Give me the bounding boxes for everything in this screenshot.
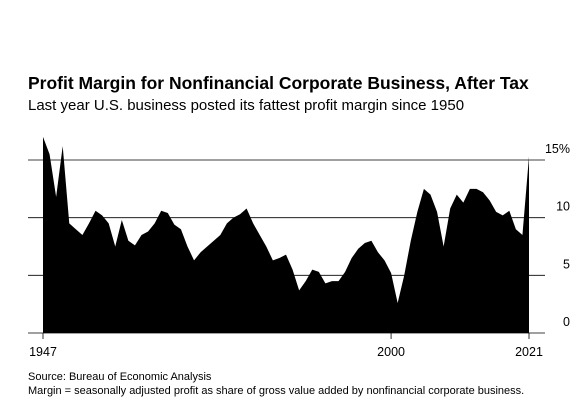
area (43, 136, 529, 333)
y-tick-label: 10 (556, 200, 570, 214)
y-tick-label: 5 (563, 257, 570, 271)
chart-title: Profit Margin for Nonfinancial Corporate… (28, 73, 529, 93)
source: Source: Bureau of Economic Analysis (28, 371, 212, 383)
y-tick-label: 15% (545, 142, 570, 156)
x-tick-label: 2021 (515, 345, 543, 359)
x-tick-label: 1947 (29, 345, 57, 359)
x-tick-label: 2000 (377, 345, 405, 359)
y-tick-label: 0 (563, 315, 570, 329)
chart-subtitle: Last year U.S. business posted its fatte… (28, 97, 464, 114)
note: Margin = seasonally adjusted profit as s… (28, 385, 524, 397)
